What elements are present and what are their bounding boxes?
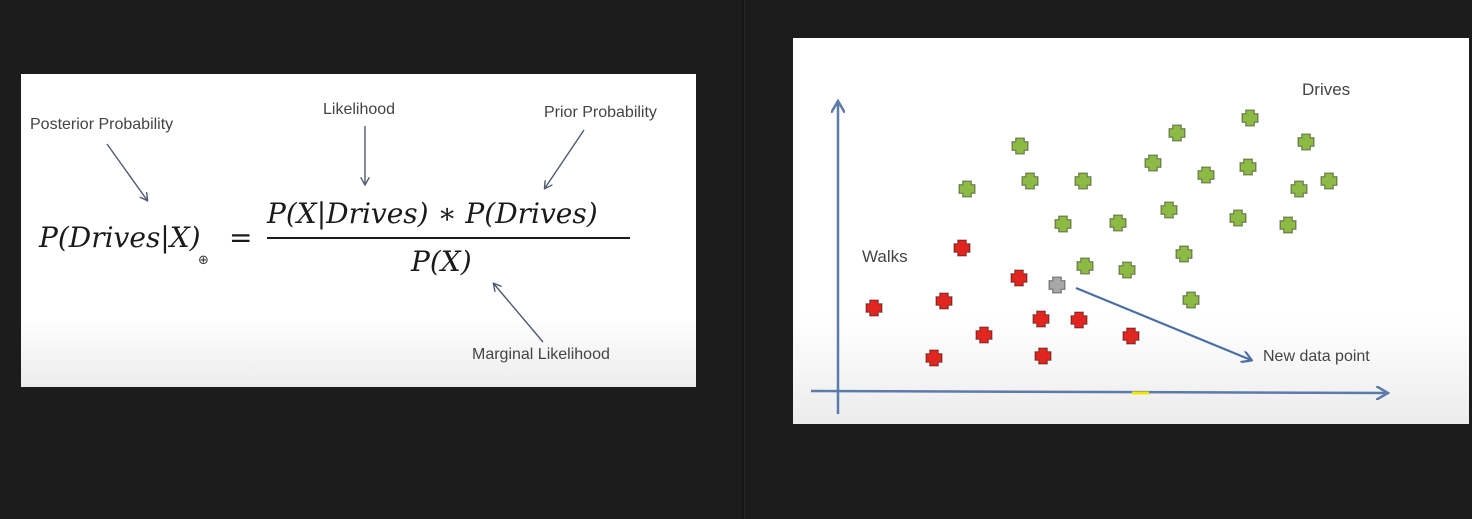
walks-plus-icon (935, 292, 953, 310)
drives-plus-icon (1197, 166, 1215, 184)
panel-divider (742, 0, 744, 519)
equation-equals: = (229, 221, 253, 254)
drives-plus-icon (1076, 257, 1094, 275)
walks-plus-icon (1070, 311, 1088, 329)
marginal-likelihood-label: Marginal Likelihood (472, 346, 610, 363)
x-axis (810, 391, 1388, 393)
drives-plus-icon (1168, 124, 1186, 142)
bayes-formula-slide: Posterior Probability Likelihood Prior P… (21, 74, 696, 387)
likelihood-label: Likelihood (323, 101, 396, 118)
zoom-cursor-icon: ⊕ (198, 252, 209, 267)
drives-plus-icon (958, 180, 976, 198)
drives-plus-icon (1297, 133, 1315, 151)
drives-plus-icon (1241, 109, 1259, 127)
drives-plus-icon (1118, 261, 1136, 279)
equation-denominator: P(X) (411, 245, 472, 278)
new-point (1048, 276, 1066, 294)
drives-plus-icon (1239, 158, 1257, 176)
drives-plus-icon (1175, 245, 1193, 263)
walks-points (865, 239, 1140, 367)
new-data-point-label: New data point (1263, 348, 1370, 365)
new-data-point-plus-icon (1048, 276, 1066, 294)
equation-numerator: P(X|Drives) ∗ P(Drives) (267, 197, 598, 230)
panel-divider-highlight (744, 0, 745, 519)
scatter-plot-slide: Drives Walks New data point (793, 38, 1469, 424)
walks-plus-icon (925, 349, 943, 367)
walks-plus-icon (1034, 347, 1052, 365)
drives-plus-icon (1290, 180, 1308, 198)
drives-plus-icon (1074, 172, 1092, 190)
drives-plus-icon (1021, 172, 1039, 190)
drives-points (958, 109, 1338, 309)
walks-plus-icon (1032, 310, 1050, 328)
walks-plus-icon (953, 239, 971, 257)
drives-label: Drives (1302, 80, 1351, 99)
new-point-arrow (1075, 286, 1251, 360)
posterior-arrow (106, 143, 147, 200)
prior-probability-label: Prior Probability (544, 104, 657, 121)
drives-plus-icon (1109, 214, 1127, 232)
walks-plus-icon (975, 326, 993, 344)
drives-plus-icon (1320, 172, 1338, 190)
walks-plus-icon (1010, 269, 1028, 287)
formula-arrows (106, 126, 630, 343)
drives-plus-icon (1182, 291, 1200, 309)
scatter-plot (810, 38, 1469, 414)
walks-plus-icon (1122, 327, 1140, 345)
drives-plus-icon (1229, 209, 1247, 227)
drives-plus-icon (1011, 137, 1029, 155)
drives-plus-icon (1144, 154, 1162, 172)
walks-label: Walks (862, 247, 908, 266)
posterior-probability-label: Posterior Probability (30, 116, 174, 133)
prior-arrow (545, 129, 585, 188)
drives-plus-icon (1160, 201, 1178, 219)
equation-lhs: P(Drives|X) (39, 221, 201, 254)
drives-plus-icon (1279, 216, 1297, 234)
marginal-arrow (494, 284, 544, 343)
drives-plus-icon (1054, 215, 1072, 233)
walks-plus-icon (865, 299, 883, 317)
